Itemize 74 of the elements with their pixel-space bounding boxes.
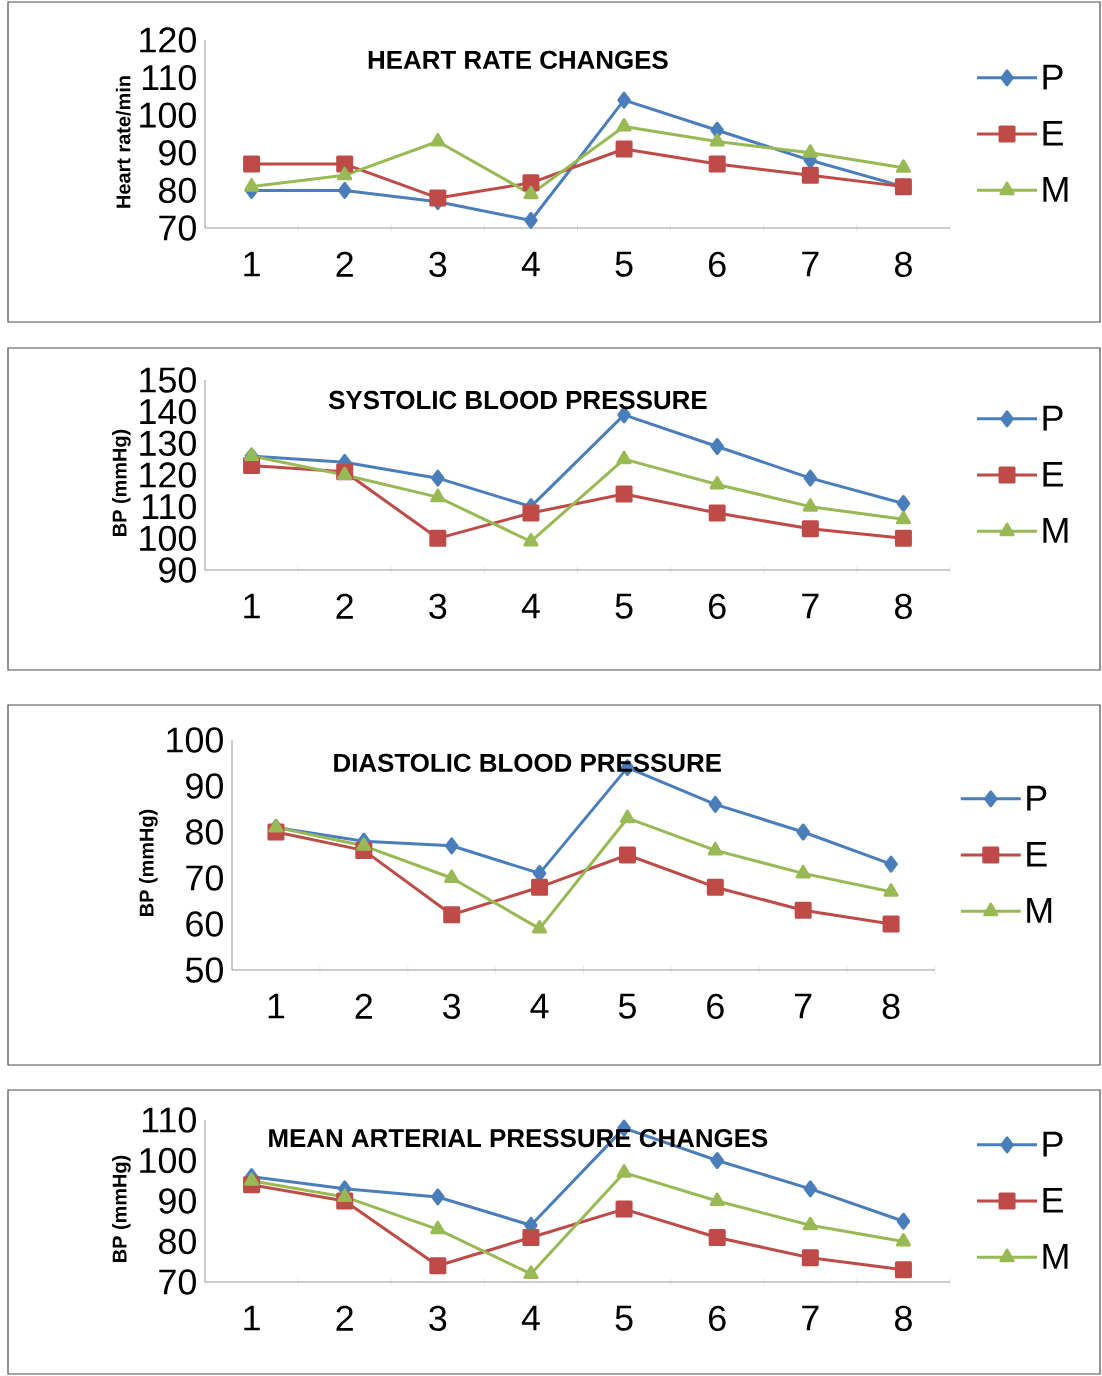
- y-tick-label: 140: [140, 398, 196, 425]
- y-tick-label: 100: [140, 102, 196, 128]
- x-tick-label: 7: [802, 1305, 819, 1331]
- x-tick-label: 5: [615, 593, 633, 619]
- x-tick-label: 7: [795, 993, 812, 1019]
- y-tick-label: 90: [186, 773, 223, 799]
- legend-label: M: [1043, 177, 1068, 202]
- x-tick-label: 8: [895, 1305, 912, 1332]
- legend-label: E: [1027, 841, 1047, 867]
- x-tick-label: 4: [521, 1305, 540, 1331]
- y-tick-label: 100: [167, 727, 223, 753]
- x-tick-label: 1: [244, 1305, 260, 1331]
- x-tick-label: 7: [802, 593, 819, 619]
- legend-label: E: [1043, 120, 1063, 146]
- x-tick-label: 6: [709, 251, 726, 278]
- y-axis-title: BP (mmHg): [112, 1155, 131, 1262]
- y-tick-label: 120: [140, 462, 196, 488]
- chart-title: SYSTOLIC BLOOD PRESSURE: [328, 390, 707, 410]
- chart-title: HEART RATE CHANGES: [368, 50, 668, 70]
- x-tick-label: 2: [336, 1305, 353, 1331]
- y-tick-label: 110: [142, 1107, 196, 1133]
- legend-label: P: [1027, 785, 1047, 811]
- x-tick-label: 4: [530, 993, 549, 1019]
- y-tick-label: 150: [140, 367, 196, 393]
- x-tick-label: 8: [882, 993, 900, 1020]
- legend-label: E: [1043, 461, 1063, 487]
- y-tick-label: 70: [159, 215, 196, 241]
- y-axis-title: Heart rate/min: [115, 76, 131, 208]
- x-tick-label: 8: [895, 251, 912, 278]
- y-tick-label: 100: [140, 525, 196, 552]
- x-tick-label: 4: [521, 593, 540, 619]
- x-tick-label: 6: [709, 1305, 726, 1332]
- y-tick-label: 90: [159, 140, 196, 166]
- y-tick-label: 110: [142, 493, 196, 520]
- x-tick-label: 1: [268, 993, 285, 1019]
- y-tick-label: 110: [142, 64, 196, 91]
- y-tick-label: 80: [186, 819, 223, 845]
- x-tick-label: 8: [895, 593, 912, 620]
- x-tick-label: 5: [615, 251, 633, 277]
- x-tick-label: 3: [443, 993, 461, 1020]
- legend-label: M: [1027, 898, 1052, 923]
- y-tick-label: 50: [185, 957, 223, 983]
- y-tick-label: 70: [186, 865, 223, 891]
- x-tick-label: 3: [429, 1305, 447, 1332]
- x-tick-label: 5: [618, 993, 636, 1019]
- x-tick-label: 1: [244, 593, 260, 619]
- x-tick-label: 5: [615, 1305, 633, 1331]
- legend-label: P: [1043, 1131, 1063, 1157]
- y-tick-label: 60: [186, 911, 223, 937]
- x-tick-label: 2: [336, 251, 353, 277]
- x-tick-label: 3: [429, 593, 447, 620]
- x-tick-label: 3: [429, 251, 447, 278]
- legend-label: P: [1043, 405, 1063, 431]
- legend-label: P: [1043, 64, 1063, 90]
- y-tick-label: 130: [140, 430, 196, 457]
- y-axis-title: BP (mmHg): [112, 429, 131, 536]
- y-tick-label: 90: [159, 557, 196, 583]
- legend-label: M: [1043, 518, 1068, 543]
- y-tick-label: 100: [140, 1147, 196, 1174]
- x-tick-label: 6: [709, 593, 726, 620]
- y-axis-title: BP (mmHg): [139, 809, 158, 916]
- y-tick-label: 70: [159, 1269, 196, 1295]
- x-tick-label: 4: [521, 251, 540, 277]
- y-tick-label: 80: [159, 1228, 196, 1255]
- y-tick-label: 80: [159, 177, 196, 204]
- x-tick-label: 2: [336, 593, 353, 619]
- x-tick-label: 7: [802, 251, 819, 277]
- x-tick-label: 1: [244, 251, 260, 277]
- y-tick-label: 90: [159, 1188, 196, 1214]
- x-tick-label: 6: [707, 993, 724, 1020]
- legend-label: M: [1043, 1244, 1068, 1269]
- x-tick-label: 2: [355, 993, 372, 1019]
- legend-label: E: [1043, 1187, 1063, 1213]
- y-tick-label: 120: [140, 27, 196, 53]
